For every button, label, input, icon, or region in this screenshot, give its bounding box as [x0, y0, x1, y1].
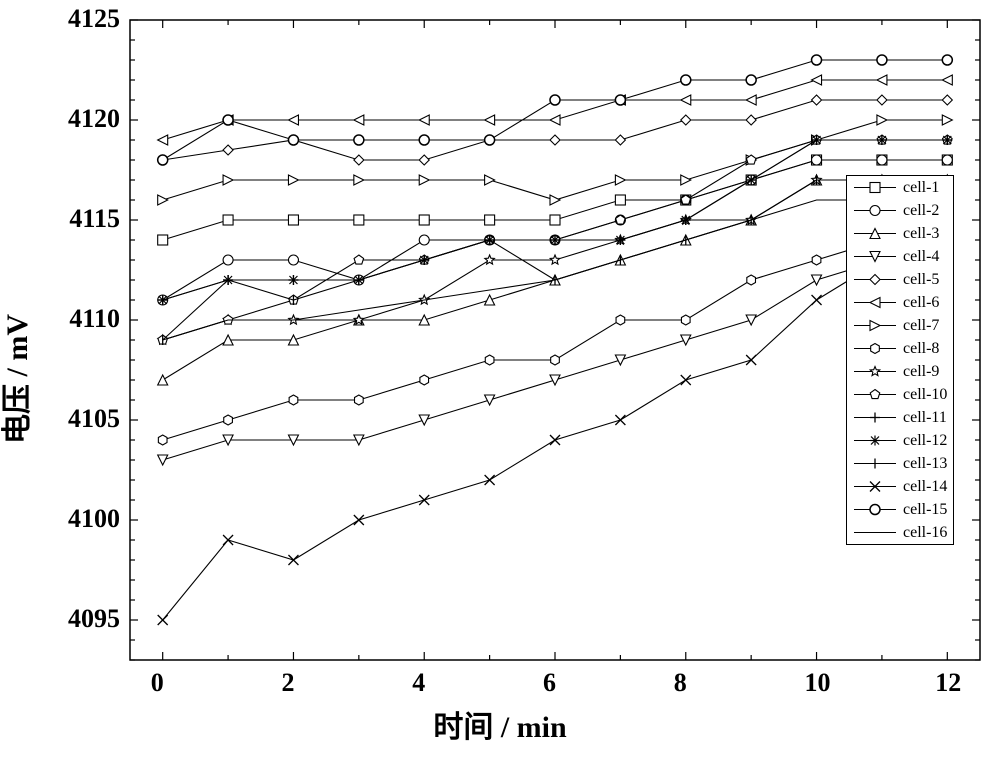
legend-item: cell-7 [847, 314, 953, 337]
y-tick-label: 4095 [68, 604, 120, 634]
legend-symbol [851, 360, 899, 383]
legend-symbol [851, 314, 899, 337]
legend-item: cell-2 [847, 199, 953, 222]
y-tick-label: 4105 [68, 404, 120, 434]
legend-label: cell-8 [899, 340, 939, 358]
legend-symbol [851, 245, 899, 268]
legend-label: cell-14 [899, 478, 947, 496]
legend-symbol [851, 475, 899, 498]
legend-item: cell-13 [847, 452, 953, 475]
legend-label: cell-15 [899, 501, 947, 519]
legend-item: cell-4 [847, 245, 953, 268]
x-tick-label: 10 [805, 668, 831, 698]
legend: cell-1 cell-2 cell-3 cell-4 cell-5 cell-6 cell… [846, 175, 954, 545]
y-tick-label: 4125 [68, 4, 120, 34]
legend-label: cell-3 [899, 225, 939, 243]
legend-symbol [851, 498, 899, 521]
legend-item: cell-1 [847, 176, 953, 199]
legend-label: cell-1 [899, 179, 939, 197]
legend-label: cell-2 [899, 202, 939, 220]
legend-label: cell-11 [899, 409, 947, 427]
legend-label: cell-6 [899, 294, 939, 312]
legend-symbol [851, 406, 899, 429]
legend-symbol [851, 521, 899, 544]
legend-item: cell-6 [847, 291, 953, 314]
legend-symbol [851, 337, 899, 360]
legend-symbol [851, 176, 899, 199]
legend-item: cell-16 [847, 521, 953, 544]
legend-item: cell-15 [847, 498, 953, 521]
legend-item: cell-5 [847, 268, 953, 291]
x-tick-label: 8 [674, 668, 687, 698]
legend-symbol [851, 383, 899, 406]
legend-symbol [851, 199, 899, 222]
x-tick-label: 2 [281, 668, 294, 698]
x-tick-label: 4 [412, 668, 425, 698]
legend-label: cell-13 [899, 455, 947, 473]
y-tick-label: 4115 [69, 204, 120, 234]
legend-symbol [851, 222, 899, 245]
y-tick-label: 4110 [69, 304, 120, 334]
legend-label: cell-16 [899, 524, 947, 542]
legend-item: cell-3 [847, 222, 953, 245]
x-tick-label: 0 [151, 668, 164, 698]
y-axis-label: 电压 / mV [0, 314, 36, 444]
legend-symbol [851, 291, 899, 314]
x-tick-label: 6 [543, 668, 556, 698]
legend-label: cell-4 [899, 248, 939, 266]
legend-item: cell-9 [847, 360, 953, 383]
legend-label: cell-9 [899, 363, 939, 381]
legend-label: cell-7 [899, 317, 939, 335]
y-tick-label: 4100 [68, 504, 120, 534]
legend-symbol [851, 268, 899, 291]
legend-symbol [851, 429, 899, 452]
x-tick-label: 12 [935, 668, 961, 698]
chart-container: 电压 / mV 时间 / min cell-1cell-2cell-3cell-… [0, 0, 1000, 758]
y-tick-label: 4120 [68, 104, 120, 134]
legend-item: cell-10 [847, 383, 953, 406]
legend-label: cell-12 [899, 432, 947, 450]
legend-label: cell-5 [899, 271, 939, 289]
legend-item: cell-8 [847, 337, 953, 360]
legend-label: cell-10 [899, 386, 947, 404]
legend-item: cell-14 [847, 475, 953, 498]
legend-item: cell-12 [847, 429, 953, 452]
x-axis-label: 时间 / min [433, 702, 566, 746]
legend-item: cell-11 [847, 406, 953, 429]
legend-symbol [851, 452, 899, 475]
